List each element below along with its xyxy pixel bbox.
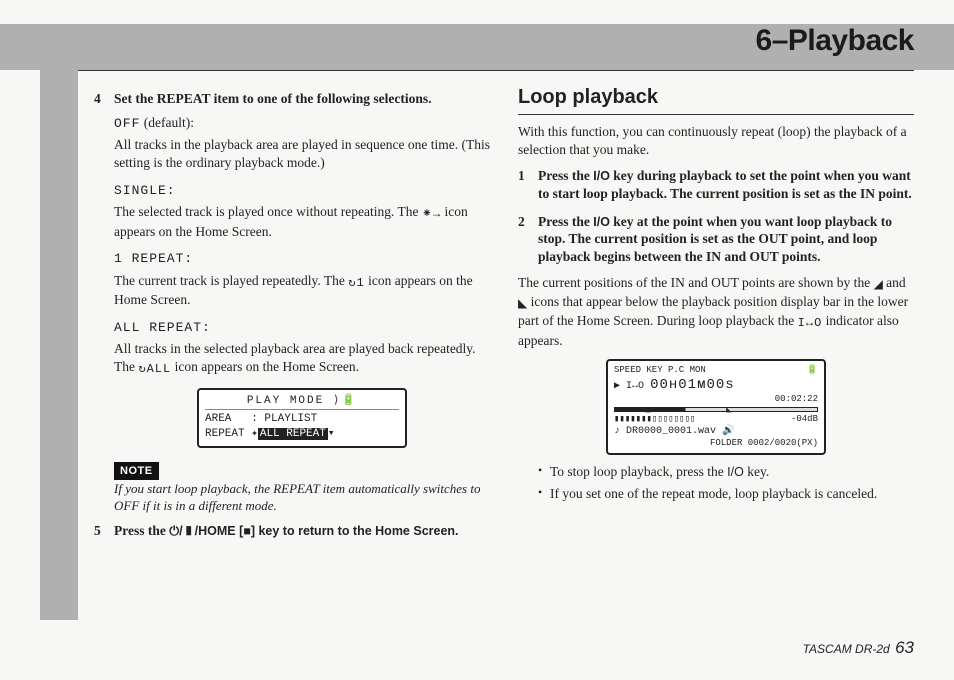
- option-off-body: All tracks in the playback area are play…: [114, 136, 490, 172]
- option-1repeat-body-a: The current track is played repeatedly. …: [114, 273, 348, 288]
- step-5-text: Press the ⏻/ ❚ /HOME [■] key to return t…: [114, 522, 490, 540]
- screen-time-row: ▶ I↔O 00ʜ01ᴍ00s: [614, 377, 818, 395]
- page-number: 63: [895, 638, 914, 657]
- screen-right-small: 00:02:22: [614, 394, 818, 405]
- option-single-body: The selected track is played once withou…: [114, 203, 490, 241]
- bullet-list: To stop loop playback, press the I/O key…: [538, 463, 914, 503]
- single-icon: ⁕→: [422, 207, 441, 221]
- step-number: 5: [94, 522, 106, 542]
- out-flag-icon: ◣: [518, 296, 527, 310]
- option-allrepeat-body-b: icon appears on the Home Screen.: [175, 359, 359, 374]
- loop-step-1: 1 Press the I/O key during playback to s…: [518, 167, 914, 205]
- right-column: Loop playback With this function, you ca…: [518, 82, 914, 640]
- step-number: 4: [94, 90, 106, 110]
- bullet-2: If you set one of the repeat mode, loop …: [538, 485, 914, 503]
- screen-row-repeat: REPEAT ✦ALL REPEAT▾: [205, 427, 399, 442]
- option-off-suffix: (default):: [140, 115, 194, 130]
- bullet-1: To stop loop playback, press the I/O key…: [538, 463, 914, 481]
- step-number: 1: [518, 167, 530, 205]
- repeat-all-icon: ↻ALL: [138, 362, 171, 376]
- note-text: If you start loop playback, the REPEAT i…: [114, 480, 490, 514]
- page: 6–Playback 4 Set the REPEAT item to one …: [0, 0, 954, 680]
- page-footer: TASCAM DR-2d 63: [803, 638, 914, 658]
- screen-file-row: ♪ DR0000_0001.wav 🔊: [614, 426, 818, 439]
- screen-top-row: SPEED KEY P.C MON 🔋: [614, 365, 818, 376]
- step-5: 5 Press the ⏻/ ❚ /HOME [■] key to return…: [94, 522, 490, 542]
- loop-after-text: The current positions of the IN and OUT …: [518, 274, 914, 349]
- note-tag: NOTE: [114, 462, 159, 481]
- screen-folder-row: FOLDER 0002/0020(PX): [614, 438, 818, 449]
- step-4-options: OFF (default): All tracks in the playbac…: [114, 114, 490, 448]
- option-single-body-a: The selected track is played once withou…: [114, 204, 422, 219]
- screen-progress-bar: ◢◣: [614, 407, 818, 412]
- loop-step-2: 2 Press the I/O key at the point when yo…: [518, 213, 914, 268]
- step-4-title: Set the REPEAT item to one of the follow…: [114, 90, 490, 108]
- option-off-label: OFF: [114, 116, 140, 131]
- side-gray-bar: [40, 70, 78, 620]
- option-single-label: SINGLE:: [114, 182, 490, 199]
- left-column: 4 Set the REPEAT item to one of the foll…: [94, 82, 490, 640]
- pause-icon: ❚: [186, 524, 191, 538]
- play-mode-screen: PLAY MODE ⟩🔋 AREA : PLAYLIST REPEAT ✦ALL…: [197, 388, 407, 448]
- step-number: 2: [518, 213, 530, 268]
- screen-header: PLAY MODE ⟩🔋: [205, 394, 399, 410]
- section-rule: [518, 114, 914, 115]
- footer-brand: TASCAM DR-2d: [803, 642, 893, 656]
- columns: 4 Set the REPEAT item to one of the foll…: [94, 82, 914, 640]
- section-heading: Loop playback: [518, 84, 914, 110]
- note-block: NOTE If you start loop playback, the REP…: [114, 452, 490, 515]
- chapter-title: 6–Playback: [756, 24, 914, 58]
- option-allrepeat-label: ALL REPEAT:: [114, 319, 490, 336]
- loop-step-1-text: Press the I/O key during playback to set…: [538, 167, 914, 203]
- option-1repeat-body: The current track is played repeatedly. …: [114, 272, 490, 310]
- home-screen: SPEED KEY P.C MON 🔋 ▶ I↔O 00ʜ01ᴍ00s 00:0…: [606, 359, 826, 455]
- option-allrepeat-body: All tracks in the selected playback area…: [114, 340, 490, 378]
- loop-step-2-text: Press the I/O key at the point when you …: [538, 213, 914, 266]
- step-4: 4 Set the REPEAT item to one of the foll…: [94, 90, 490, 110]
- stop-icon: ■: [243, 524, 251, 538]
- io-loop-icon: I↔O: [798, 316, 823, 330]
- title-rule: [40, 70, 914, 71]
- power-icon: ⏻: [169, 524, 179, 538]
- section-intro: With this function, you can continuously…: [518, 123, 914, 159]
- repeat-1-icon: ↻1: [348, 276, 364, 290]
- screen-row-area: AREA : PLAYLIST: [205, 412, 399, 427]
- option-1repeat-label: 1 REPEAT:: [114, 250, 490, 267]
- in-flag-icon: ◢: [874, 277, 883, 291]
